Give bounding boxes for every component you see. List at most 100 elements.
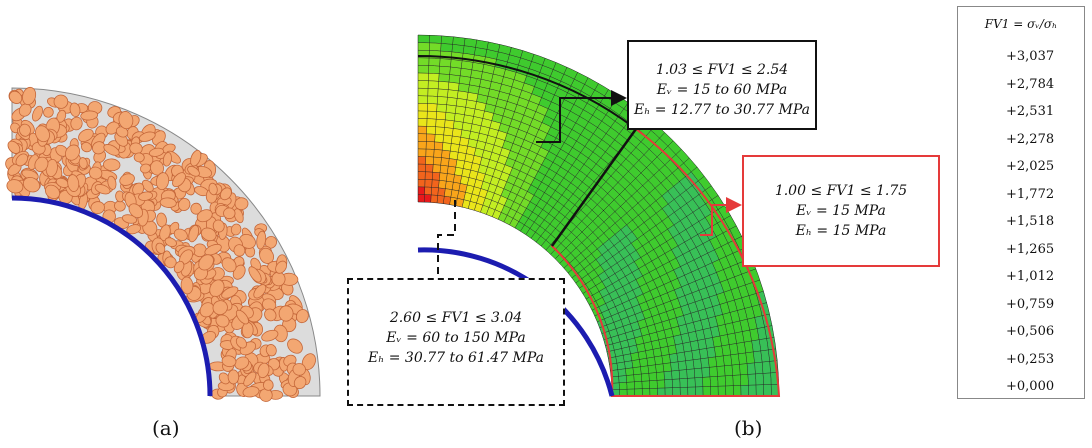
mesh-element bbox=[748, 293, 760, 307]
mesh-element bbox=[597, 121, 611, 134]
mesh-element bbox=[504, 133, 516, 144]
soil-particle bbox=[67, 174, 80, 192]
mesh-element bbox=[669, 353, 679, 363]
mesh-element bbox=[443, 127, 454, 136]
mesh-element bbox=[594, 175, 606, 188]
mesh-element bbox=[435, 119, 446, 128]
mesh-element bbox=[756, 384, 764, 396]
leader-right bbox=[700, 197, 742, 236]
mesh-element bbox=[440, 43, 453, 52]
mesh-element bbox=[607, 187, 620, 200]
mesh-element bbox=[619, 382, 628, 390]
mesh-element bbox=[702, 297, 713, 309]
mesh-element bbox=[709, 366, 718, 377]
mesh-element bbox=[694, 368, 703, 378]
mesh-element bbox=[639, 283, 650, 294]
soil-particle bbox=[92, 141, 106, 155]
mesh-element bbox=[418, 164, 426, 172]
mesh-element bbox=[658, 338, 668, 348]
mesh-element bbox=[710, 223, 723, 237]
mesh-element bbox=[731, 364, 741, 376]
mesh-element bbox=[638, 210, 651, 223]
soil-particle bbox=[188, 224, 200, 243]
mesh-element bbox=[492, 169, 503, 179]
mesh-element bbox=[626, 374, 635, 383]
legend-label: +1,265 bbox=[1006, 241, 1055, 257]
mesh-element bbox=[465, 184, 475, 194]
mesh-element bbox=[476, 94, 488, 104]
soil-particle bbox=[164, 237, 177, 248]
mesh-element bbox=[432, 164, 441, 173]
mesh-element bbox=[636, 343, 646, 353]
mesh-element bbox=[447, 89, 459, 99]
soil-particle bbox=[128, 203, 144, 219]
mesh-element bbox=[514, 72, 527, 83]
mesh-spoke bbox=[611, 383, 779, 390]
mesh-element bbox=[679, 176, 693, 191]
mesh-element bbox=[583, 103, 597, 116]
mesh-element bbox=[722, 312, 733, 325]
mesh-element bbox=[476, 171, 486, 182]
mesh-element bbox=[610, 335, 621, 344]
mesh-element bbox=[638, 198, 651, 211]
mesh-element bbox=[427, 95, 438, 104]
mesh-element bbox=[491, 113, 503, 124]
mesh-element bbox=[439, 58, 452, 67]
mesh-element bbox=[621, 346, 631, 356]
mesh-element bbox=[428, 58, 441, 67]
mesh-element bbox=[418, 118, 428, 127]
soil-particle bbox=[233, 208, 244, 224]
mesh-element bbox=[740, 374, 749, 386]
mesh-element bbox=[616, 361, 626, 370]
mesh-element bbox=[629, 345, 639, 354]
mesh-element bbox=[637, 185, 650, 198]
mesh-element bbox=[505, 101, 517, 112]
soil-particle bbox=[94, 184, 111, 195]
mesh-element bbox=[566, 182, 578, 194]
mesh-element bbox=[471, 62, 484, 72]
mesh-element bbox=[673, 181, 687, 195]
mesh-element bbox=[580, 128, 594, 140]
mesh-element bbox=[582, 175, 594, 188]
mesh-element bbox=[634, 336, 644, 346]
mesh-element bbox=[661, 191, 675, 204]
mesh-element bbox=[659, 311, 669, 323]
soil-particle bbox=[248, 266, 262, 283]
mesh-element bbox=[594, 83, 609, 96]
legend-label: +0,253 bbox=[1006, 351, 1055, 367]
mesh-element bbox=[638, 350, 647, 360]
mesh-element bbox=[611, 313, 621, 323]
mesh-element bbox=[437, 96, 448, 105]
mesh-element bbox=[620, 339, 630, 349]
mesh-element bbox=[667, 186, 681, 200]
mesh-element bbox=[426, 141, 435, 150]
mesh-element bbox=[653, 245, 665, 258]
mesh-element bbox=[667, 140, 682, 155]
mesh-element bbox=[418, 42, 430, 51]
mesh-element bbox=[730, 353, 740, 366]
mesh-element bbox=[453, 120, 464, 130]
mesh-spoke bbox=[509, 77, 589, 226]
mesh-element bbox=[646, 130, 660, 144]
mesh-element bbox=[638, 154, 652, 168]
mesh-element bbox=[674, 220, 686, 234]
mesh-element bbox=[684, 292, 696, 305]
mesh-element bbox=[652, 314, 662, 325]
mesh-element bbox=[760, 349, 770, 363]
mesh-element bbox=[559, 177, 571, 189]
soil-particle bbox=[78, 128, 94, 142]
mesh-element bbox=[441, 150, 451, 159]
mesh-element bbox=[759, 338, 769, 351]
mesh-element bbox=[672, 168, 686, 182]
mesh-element bbox=[737, 308, 748, 321]
mesh-element bbox=[428, 73, 440, 82]
mesh-element bbox=[700, 357, 710, 369]
soil-particle bbox=[180, 276, 194, 295]
soil-particle bbox=[221, 355, 237, 368]
mesh-element bbox=[597, 199, 609, 211]
mesh-element bbox=[755, 373, 764, 385]
mesh-element bbox=[705, 306, 716, 319]
mesh-element bbox=[626, 153, 639, 166]
mesh-element bbox=[740, 319, 750, 332]
mesh-element bbox=[612, 341, 622, 351]
